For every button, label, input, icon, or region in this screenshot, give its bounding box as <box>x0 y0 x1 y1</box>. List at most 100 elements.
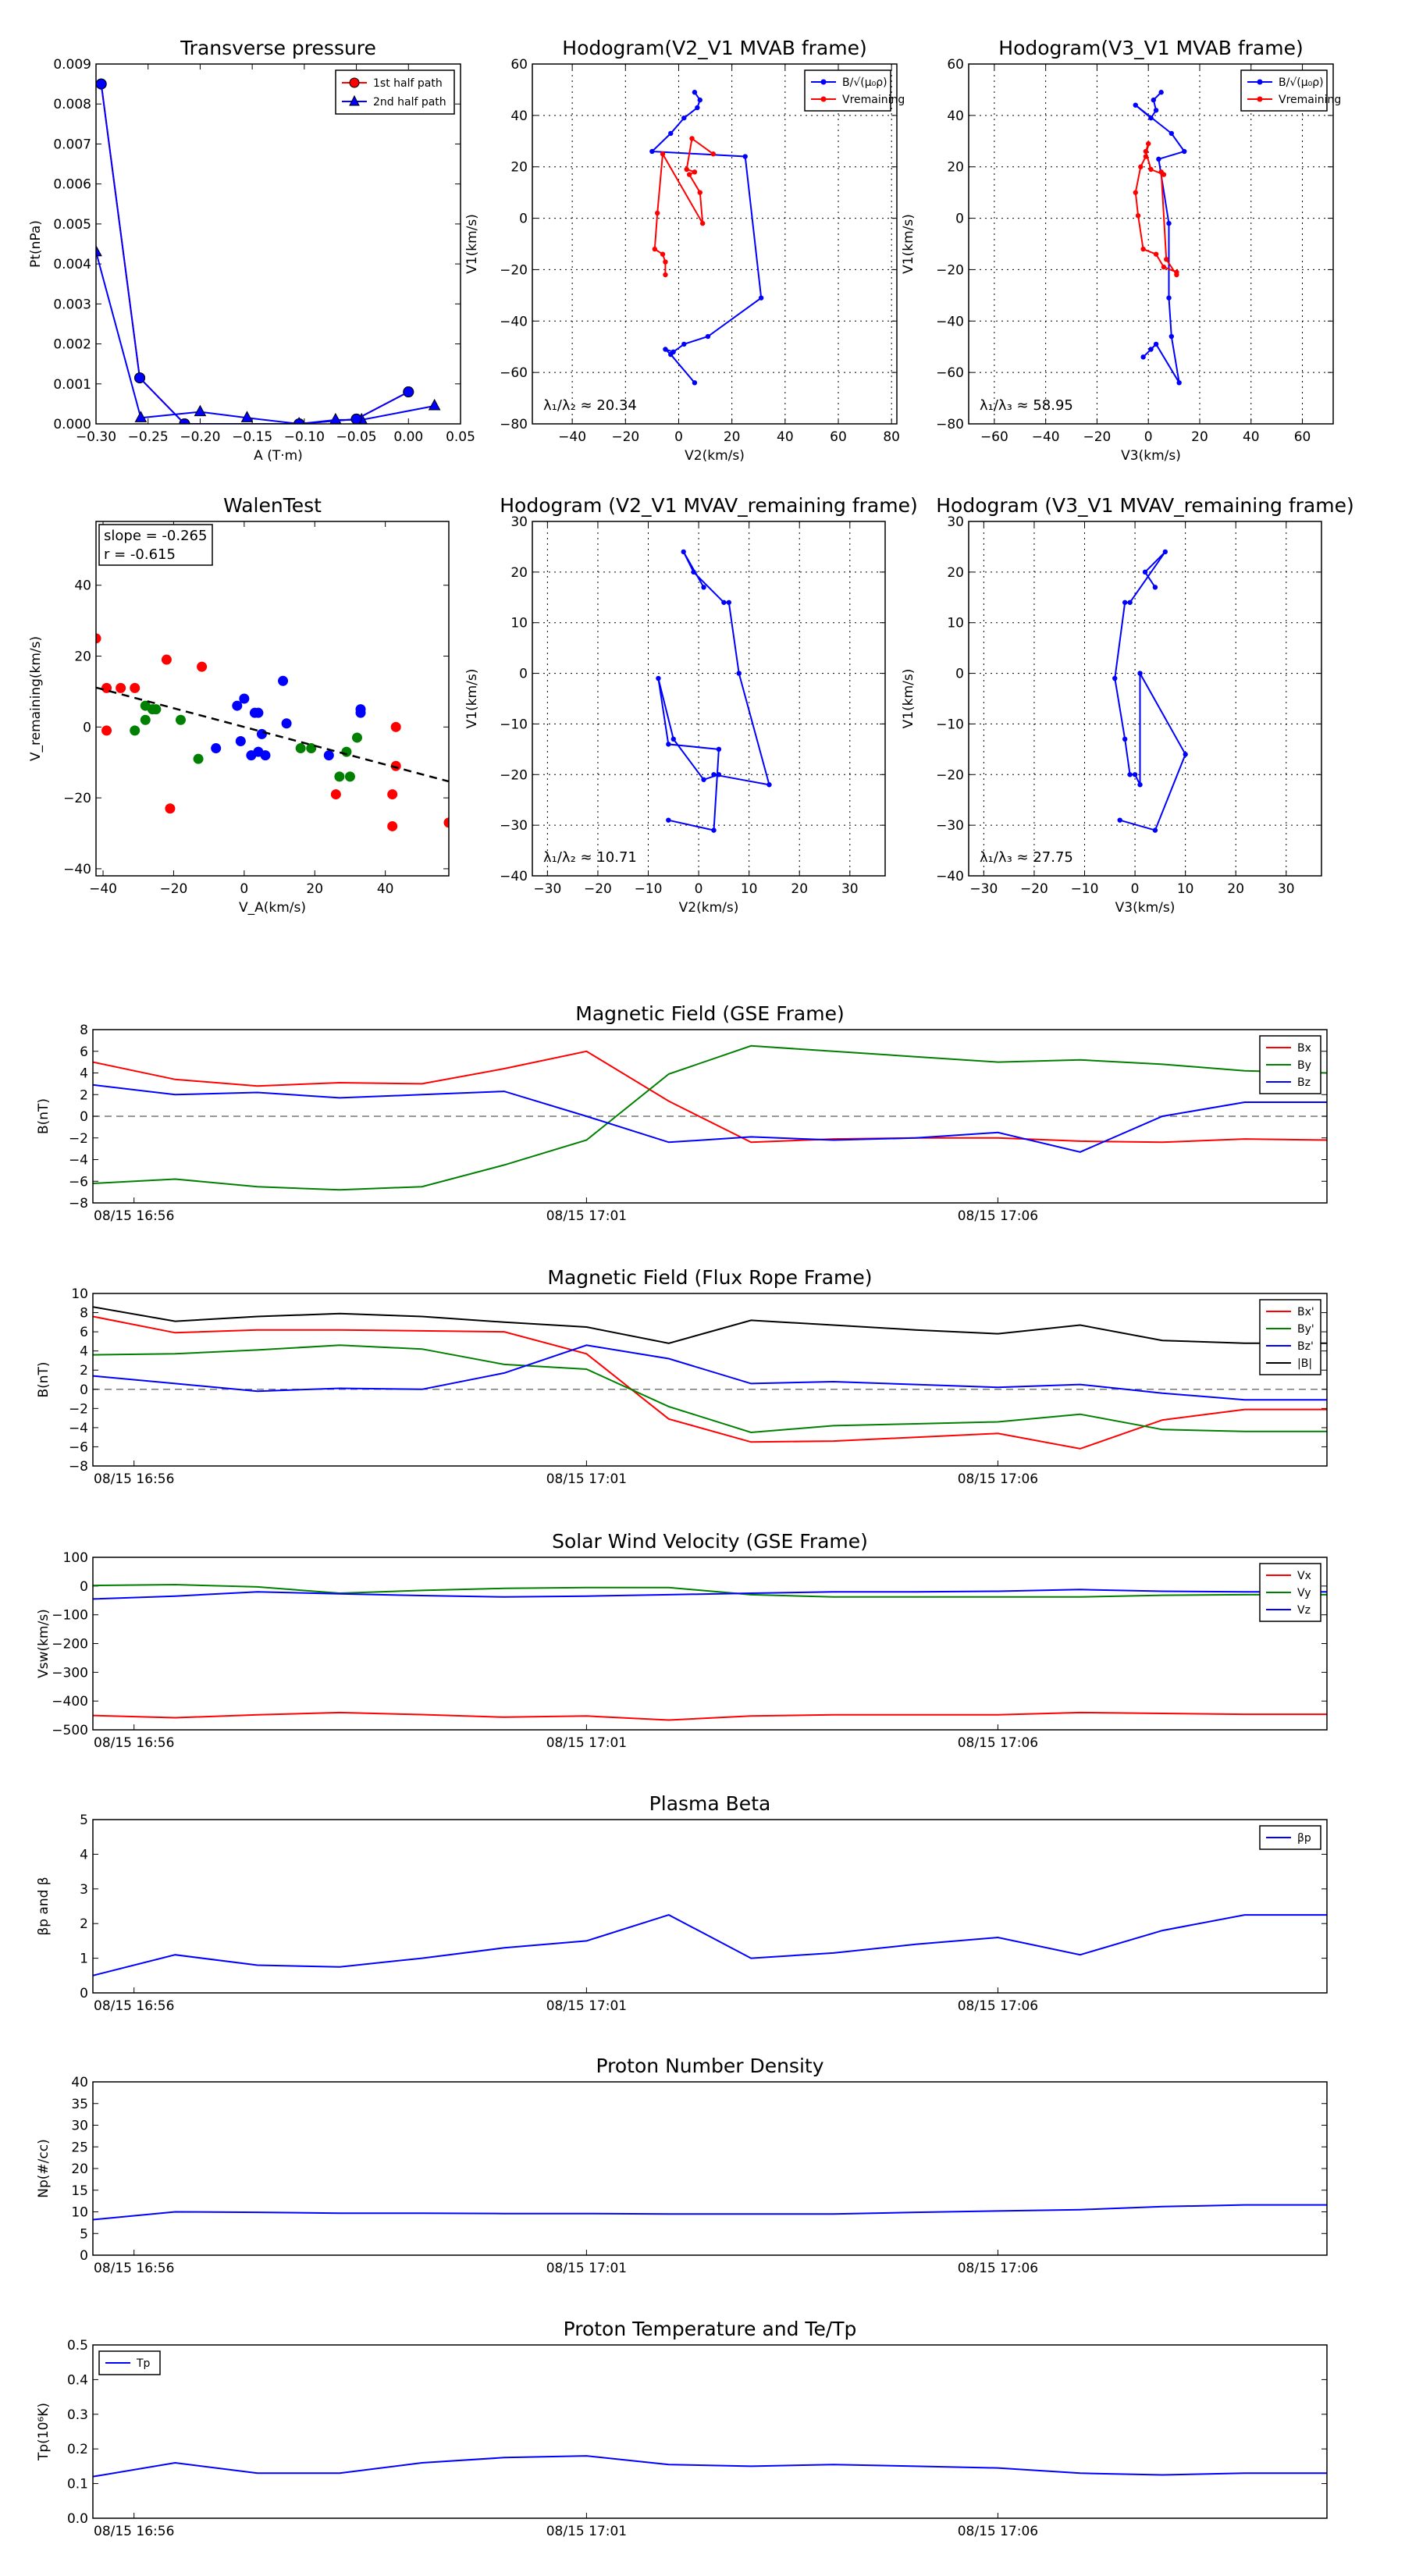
scatter-point <box>101 725 112 736</box>
scatter-point <box>232 700 243 711</box>
data-point <box>293 418 305 424</box>
chart-title: Hodogram(V3_V1 MVAB frame) <box>998 37 1303 59</box>
ratio-annotation: λ₁/λ₃ ≈ 27.75 <box>980 849 1073 866</box>
data-point <box>710 151 716 157</box>
y-tick-label: −8 <box>69 1196 88 1212</box>
y-tick-label: 20 <box>947 160 964 176</box>
chart-title: Proton Number Density <box>596 2055 824 2077</box>
y-tick-label: 4 <box>80 1066 88 1082</box>
data-point <box>1148 347 1154 352</box>
scatter-point <box>256 728 267 739</box>
data-point <box>656 675 661 681</box>
series-line <box>93 1044 1327 1191</box>
y-tick-label: 20 <box>510 160 528 176</box>
y-tick-label: 40 <box>71 2075 88 2090</box>
data-point <box>666 817 671 823</box>
y-axis-label: V1(km/s) <box>901 214 916 274</box>
plot-frame <box>968 521 1322 877</box>
legend-marker <box>349 94 360 106</box>
scatter-point <box>387 789 398 800</box>
scatter-point <box>151 704 162 715</box>
annotation-box <box>98 524 213 566</box>
data-point <box>1142 569 1148 575</box>
scatter-point <box>443 817 449 828</box>
y-tick-label: −80 <box>500 417 528 432</box>
chart-hodo2: Hodogram(V3_V1 MVAB frame) −60 −40 −20 0 20 40… <box>901 37 1341 464</box>
plot-frame <box>92 2344 1328 2519</box>
plot-frame <box>92 1293 1328 1467</box>
legend-label: βp <box>1297 1832 1311 1845</box>
data-point <box>1153 108 1159 113</box>
series-line <box>93 1583 1327 1598</box>
x-tick-label: −0.30 <box>76 429 116 445</box>
data-point <box>1132 772 1138 777</box>
y-tick-label: −20 <box>63 791 91 806</box>
y-tick-label: 0.1 <box>67 2477 88 2492</box>
chart-hodo4: Hodogram (V3_V1 MVAV_remaining frame) −30… <box>901 494 1354 916</box>
chart-mag_gse: Magnetic Field (GSE Frame) 08/15 16:56 08/… <box>36 1002 1328 1224</box>
y-tick-label: 60 <box>510 57 528 73</box>
scatter-point <box>306 743 317 754</box>
legend-marker <box>1257 96 1263 102</box>
data-point <box>716 746 722 753</box>
y-tick-label: 0.007 <box>53 137 91 152</box>
series-line <box>657 551 770 831</box>
chart-title: Plasma Beta <box>649 1792 771 1815</box>
x-tick-label: −0.20 <box>180 429 220 445</box>
plot-area <box>96 78 441 424</box>
y-tick-label: −2 <box>69 1131 88 1147</box>
data-point <box>1148 166 1154 173</box>
y-tick-label: −80 <box>936 417 964 432</box>
y-tick-label: 6 <box>80 1325 88 1340</box>
legend-box <box>335 69 455 115</box>
chart-title: Solar Wind Velocity (GSE Frame) <box>552 1530 868 1553</box>
x-tick-label: 20 <box>1191 429 1208 445</box>
data-point <box>697 190 702 195</box>
scatter-point <box>211 743 222 754</box>
data-point <box>1138 164 1144 169</box>
data-point <box>134 372 146 384</box>
y-tick-label: 0.0 <box>67 2511 88 2527</box>
data-point <box>1153 341 1159 347</box>
y-tick-label: −400 <box>52 1694 88 1710</box>
y-axis-label: B(nT) <box>36 1098 52 1134</box>
data-point <box>1133 102 1138 108</box>
y-tick-label: 0 <box>519 212 528 227</box>
chart-title: Hodogram(V2_V1 MVAB frame) <box>562 37 866 59</box>
y-tick-label: 0 <box>80 2248 88 2264</box>
data-point <box>758 295 764 301</box>
y-tick-label: 0 <box>955 667 964 682</box>
chart-walen: WalenTest −40 −20 0 20 40 −40 −20 0 20 40 V_A(km/s)… <box>28 494 450 916</box>
series-line <box>93 1711 1327 1721</box>
x-tick-label: 10 <box>1177 881 1194 897</box>
x-tick-label: 08/15 17:01 <box>546 1471 627 1487</box>
scatter-point <box>341 746 352 757</box>
y-tick-label: 20 <box>510 565 528 581</box>
data-point <box>1152 827 1158 833</box>
data-point <box>1152 585 1158 590</box>
scatter-point <box>161 654 172 665</box>
y-tick-label: −20 <box>500 767 528 783</box>
data-point <box>1140 246 1146 252</box>
plot-frame <box>968 63 1334 425</box>
data-point <box>1112 675 1118 681</box>
legend-label: B/√(μ₀ρ) <box>1279 76 1324 89</box>
plot-area <box>96 633 449 831</box>
data-point <box>1127 600 1133 605</box>
legend-label: 1st half path <box>373 77 443 90</box>
chart-hodo3: Hodogram (V2_V1 MVAV_remaining frame) −30… <box>464 494 918 916</box>
x-tick-label: 10 <box>741 881 758 897</box>
legend-label: Vy <box>1297 1587 1311 1599</box>
scatter-point <box>330 789 341 800</box>
y-tick-label: 35 <box>71 2097 88 2112</box>
x-tick-label: −20 <box>1083 429 1111 445</box>
y-tick-label: 0 <box>80 1579 88 1595</box>
legend-label: Vremaining <box>842 94 905 106</box>
data-point <box>1183 752 1188 757</box>
scatter-point <box>235 735 246 746</box>
x-axis-label: V2(km/s) <box>685 448 745 464</box>
y-tick-label: −40 <box>936 314 964 329</box>
y-tick-label: −500 <box>52 1723 88 1738</box>
ratio-annotation: λ₁/λ₃ ≈ 58.95 <box>980 397 1073 414</box>
data-point <box>699 220 706 226</box>
